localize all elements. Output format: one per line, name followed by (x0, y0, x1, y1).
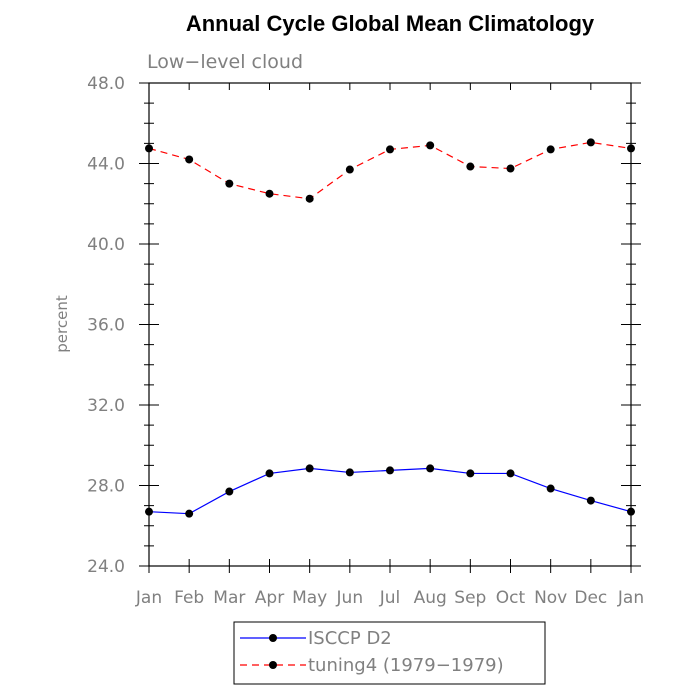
data-point-series-1 (466, 162, 475, 171)
data-point-series-1 (586, 138, 595, 147)
data-point-series-0 (345, 468, 354, 477)
chart-title: Annual Cycle Global Mean Climatology (186, 11, 595, 36)
x-tick-label: Oct (496, 588, 526, 608)
data-point-series-1 (386, 145, 394, 154)
data-point-series-0 (426, 464, 435, 473)
data-point-series-1 (145, 144, 153, 153)
data-point-series-1 (426, 141, 435, 150)
x-tick-labels: Jan Feb Mar Apr May Jun Jul Aug Sep Oct Nov Dec Jan (135, 588, 644, 608)
axis-ticks (139, 82, 641, 573)
data-point-series-1 (345, 165, 354, 174)
x-tick-label: Dec (574, 588, 607, 608)
data-point-series-1 (265, 189, 274, 198)
x-tick-label: Jun (336, 588, 364, 608)
data-point-series-1 (305, 194, 314, 203)
data-point-series-0 (265, 469, 274, 478)
data-point-series-0 (225, 487, 234, 496)
y-tick-label: 28.0 (87, 477, 125, 497)
data-point-series-1 (546, 145, 555, 154)
x-tick-label: Jul (379, 588, 401, 608)
data-point-series-0 (145, 507, 153, 516)
legend-box (233, 621, 546, 685)
y-tick-label: 44.0 (87, 155, 125, 175)
x-tick-label: Jan (135, 588, 162, 608)
data-point-series-0 (466, 469, 475, 478)
x-tick-label: Feb (174, 588, 204, 608)
data-point-series-0 (386, 466, 394, 475)
data-point-series-1 (506, 164, 515, 173)
legend-marker-tuning4 (269, 661, 277, 669)
chart-subtitle: Low−level cloud (147, 51, 303, 73)
y-tick-labels: 24.0 28.0 32.0 36.0 40.0 44.0 48.0 (87, 74, 125, 577)
legend-label-isccp: ISCCP D2 (308, 628, 392, 649)
legend-label-tuning4: tuning4 (1979−1979) (308, 655, 504, 676)
data-point-series-0 (627, 507, 635, 516)
series-line-0 (148, 467, 632, 515)
y-tick-label: 40.0 (87, 235, 125, 255)
data-point-series-1 (627, 144, 635, 153)
plot-frame (148, 82, 632, 567)
y-tick-label: 24.0 (87, 557, 125, 577)
series-layer (145, 138, 635, 518)
x-tick-label: Jan (617, 588, 644, 608)
data-point-series-0 (586, 496, 595, 505)
y-tick-label: 48.0 (87, 74, 125, 94)
y-tick-label: 32.0 (87, 396, 125, 416)
x-tick-label: Sep (454, 588, 486, 608)
x-tick-label: Apr (255, 588, 284, 608)
legend-marker-isccp (269, 634, 277, 642)
data-point-series-1 (225, 179, 234, 188)
legend: ISCCP D2 tuning4 (1979−1979) (233, 621, 546, 685)
x-tick-label: Nov (534, 588, 567, 608)
y-axis-label: percent (53, 295, 71, 353)
x-tick-label: May (292, 588, 327, 608)
y-tick-label: 36.0 (87, 316, 125, 336)
x-tick-label: Mar (213, 588, 245, 608)
x-tick-label: Aug (414, 588, 447, 608)
data-point-series-1 (185, 155, 194, 164)
data-point-series-0 (305, 464, 314, 473)
data-point-series-0 (546, 484, 555, 493)
data-point-series-0 (506, 469, 515, 478)
data-point-series-0 (185, 509, 194, 518)
